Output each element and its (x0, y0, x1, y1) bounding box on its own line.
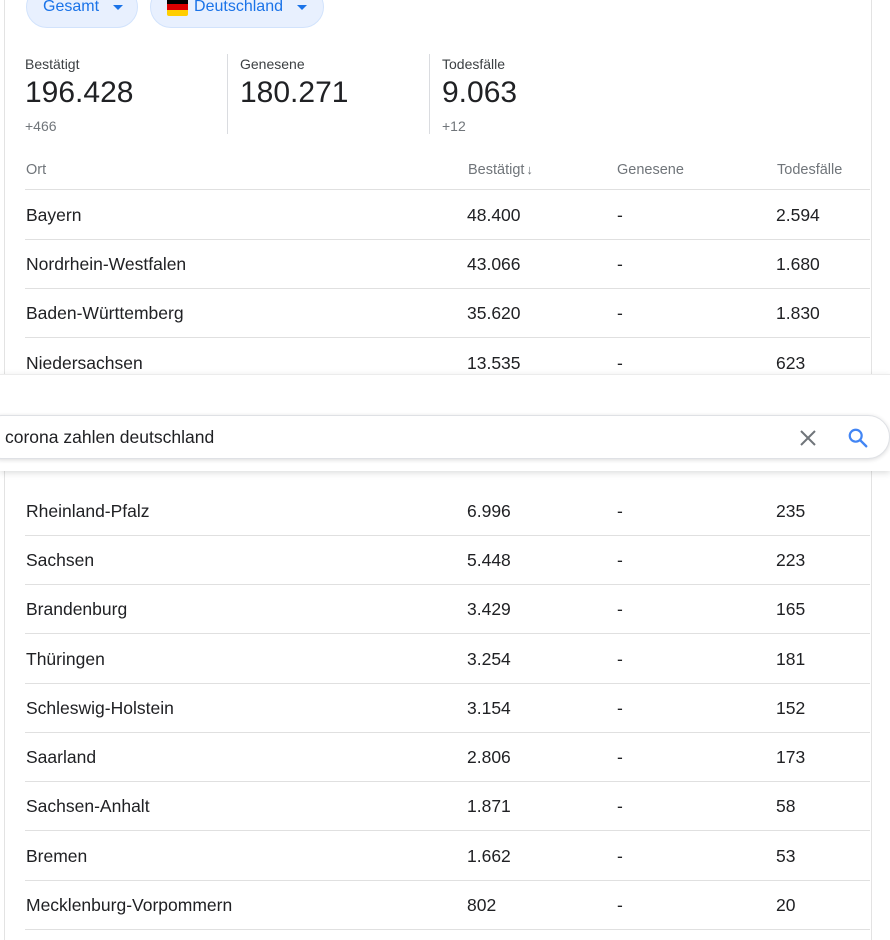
cell-deaths: 1.680 (776, 254, 820, 274)
table-row[interactable]: Baden-Württemberg 35.620 - 1.830 (25, 288, 870, 338)
cell-confirmed: 3.254 (467, 649, 511, 669)
cell-deaths: 165 (776, 599, 806, 619)
cell-confirmed: 48.400 (467, 205, 521, 225)
cell-recovered: - (617, 254, 623, 274)
close-icon[interactable] (796, 426, 820, 450)
cell-recovered: - (617, 796, 623, 816)
cell-confirmed: 5.448 (467, 550, 511, 570)
table-row[interactable]: Bayern 48.400 - 2.594 (25, 190, 870, 240)
cell-confirmed: 6.996 (467, 501, 511, 521)
stat-confirmed-value: 196.428 (25, 76, 134, 109)
column-header-place[interactable]: Ort (26, 162, 47, 178)
cell-confirmed: 1.871 (467, 796, 511, 816)
cell-confirmed: 13.535 (467, 353, 521, 373)
cell-recovered: - (617, 501, 623, 521)
chevron-down-icon (297, 4, 307, 10)
stat-deaths-value: 9.063 (442, 76, 518, 109)
stat-confirmed-delta: +466 (25, 118, 57, 134)
cell-recovered: - (617, 599, 623, 619)
cell-deaths: 223 (776, 550, 806, 570)
cell-confirmed: 802 (467, 895, 497, 915)
cell-confirmed: 35.620 (467, 303, 521, 323)
cell-deaths: 2.594 (776, 205, 820, 225)
cell-deaths: 181 (776, 649, 806, 669)
cell-place: Saarland (26, 747, 97, 767)
table-header: Ort Bestätigt ↓ Genesene Todesfälle (25, 160, 870, 190)
cell-confirmed: 43.066 (467, 254, 521, 274)
cell-deaths: 1.830 (776, 303, 820, 323)
cell-deaths: 20 (776, 895, 796, 915)
table-row[interactable]: Nordrhein-Westfalen 43.066 - 1.680 (25, 239, 870, 289)
cell-confirmed: 3.429 (467, 599, 511, 619)
search-box (0, 415, 890, 459)
cell-recovered: - (617, 205, 623, 225)
stat-confirmed-title: Bestätigt (25, 56, 80, 72)
cell-recovered: - (617, 303, 623, 323)
country-filter-dropdown[interactable]: Deutschland (150, 0, 324, 28)
column-header-confirmed-label: Bestätigt (468, 162, 525, 178)
cell-confirmed: 1.662 (467, 846, 511, 866)
cell-deaths: 53 (776, 846, 796, 866)
cell-recovered: - (617, 747, 623, 767)
cell-deaths: 235 (776, 501, 806, 521)
cell-place: Niedersachsen (26, 353, 143, 373)
stat-deaths-delta: +12 (442, 118, 466, 134)
cell-recovered: - (617, 698, 623, 718)
table-row[interactable]: Saarland 2.806 - 173 (25, 732, 870, 782)
cell-place: Thüringen (26, 649, 105, 669)
stat-deaths: Todesfälle 9.063 +12 (442, 56, 517, 134)
cell-place: Rheinland-Pfalz (26, 501, 150, 521)
cell-recovered: - (617, 550, 623, 570)
cell-place: Nordrhein-Westfalen (26, 254, 187, 274)
search-icon[interactable] (847, 427, 869, 449)
country-filter-label: Deutschland (194, 0, 283, 15)
column-header-recovered[interactable]: Genesene (617, 162, 684, 178)
stat-deaths-title: Todesfälle (442, 56, 506, 72)
table-row[interactable]: Schleswig-Holstein 3.154 - 152 (25, 683, 870, 733)
cell-deaths: 173 (776, 747, 806, 767)
column-header-deaths[interactable]: Todesfälle (777, 162, 843, 178)
stat-confirmed: Bestätigt 196.428 +466 (25, 56, 133, 134)
cell-place: Mecklenburg-Vorpommern (26, 895, 233, 915)
germany-flag-icon (167, 0, 189, 16)
cell-deaths: 152 (776, 698, 806, 718)
cell-place: Brandenburg (26, 599, 128, 619)
cell-recovered: - (617, 353, 623, 373)
chevron-down-icon (113, 4, 124, 10)
cell-confirmed: 3.154 (467, 698, 511, 718)
cell-place: Bayern (26, 205, 82, 225)
cell-deaths: 623 (776, 353, 806, 373)
stat-divider (429, 54, 430, 134)
table-row[interactable]: Sachsen 5.448 - 223 (25, 535, 870, 585)
cell-recovered: - (617, 846, 623, 866)
table-row[interactable]: Thüringen 3.254 - 181 (25, 634, 870, 684)
cell-place: Sachsen (26, 550, 95, 570)
stat-recovered-value: 180.271 (240, 76, 349, 109)
column-header-confirmed[interactable]: Bestätigt ↓ (468, 162, 533, 178)
arrow-down-icon: ↓ (526, 162, 533, 177)
table-row[interactable]: Bremen 1.662 - 53 (25, 831, 870, 881)
sticky-search-bar (0, 374, 890, 471)
stat-divider (227, 54, 228, 134)
cell-place: Baden-Württemberg (26, 303, 184, 323)
scope-filter-label: Gesamt (43, 0, 100, 15)
cell-place: Sachsen-Anhalt (26, 796, 150, 816)
cell-confirmed: 2.806 (467, 747, 511, 767)
search-input[interactable] (5, 425, 725, 449)
stat-recovered-title: Genesene (240, 56, 305, 72)
table-row[interactable]: Sachsen-Anhalt 1.871 - 58 (25, 781, 870, 831)
cell-recovered: - (617, 895, 623, 915)
scope-filter-dropdown[interactable]: Gesamt (26, 0, 138, 28)
cell-place: Bremen (26, 846, 88, 866)
table-row[interactable]: Mecklenburg-Vorpommern 802 - 20 (25, 880, 870, 930)
table-row[interactable]: Rheinland-Pfalz 6.996 - 235 (25, 486, 870, 536)
cell-recovered: - (617, 649, 623, 669)
stat-recovered: Genesene 180.271 (240, 56, 348, 108)
table-row[interactable]: Brandenburg 3.429 - 165 (25, 584, 870, 634)
cell-place: Schleswig-Holstein (26, 698, 174, 718)
cell-deaths: 58 (776, 796, 796, 816)
